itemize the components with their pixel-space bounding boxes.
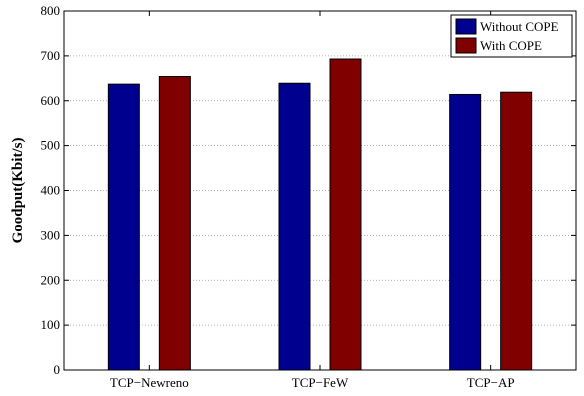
y-tick-label: 800	[41, 3, 61, 18]
x-tick-label: TCP−Newreno	[110, 375, 189, 390]
y-tick-label: 200	[41, 272, 61, 287]
y-tick-label: 0	[54, 362, 61, 377]
grid-lines	[64, 55, 576, 326]
bar-without-cope	[107, 83, 140, 371]
y-tick-label: 400	[41, 183, 61, 198]
bars	[107, 58, 533, 371]
y-tick-label: 100	[41, 317, 61, 332]
bar-without-cope	[278, 82, 311, 371]
y-tick-label: 600	[41, 93, 61, 108]
legend-label: Without COPE	[480, 19, 559, 34]
bar-with-cope	[329, 58, 362, 371]
y-tick-label: 300	[41, 227, 61, 242]
legend: Without COPE With COPE	[450, 14, 573, 58]
y-tick-label: 500	[41, 138, 61, 153]
x-tick-label: TCP−AP	[467, 375, 515, 390]
bar-with-cope	[158, 76, 191, 371]
bar-without-cope	[449, 93, 482, 371]
x-axis-ticks: TCP−Newreno TCP−FeW TCP−AP	[110, 11, 515, 390]
y-tick-label: 700	[41, 48, 61, 63]
y-axis-label: Goodput(Kbit/s)	[10, 138, 26, 244]
x-tick-label: TCP−FeW	[292, 375, 349, 390]
legend-swatch	[455, 37, 477, 54]
y-axis-ticks: 0 100 200 300 400 500 600 700 800	[41, 3, 576, 377]
bar-with-cope	[500, 91, 533, 371]
legend-label: With COPE	[480, 38, 542, 53]
legend-swatch	[455, 18, 477, 35]
